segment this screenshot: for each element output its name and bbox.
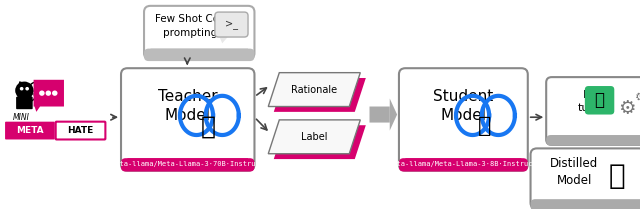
Polygon shape (274, 125, 366, 159)
FancyBboxPatch shape (399, 68, 528, 171)
Text: META: META (16, 126, 44, 135)
Polygon shape (268, 120, 360, 154)
Text: 👻: 👻 (595, 91, 605, 109)
Text: Rationale: Rationale (291, 85, 337, 95)
Text: 🦙: 🦙 (201, 114, 216, 138)
Circle shape (20, 87, 24, 90)
Polygon shape (274, 78, 366, 112)
FancyBboxPatch shape (546, 77, 640, 145)
Text: Few Shot CoT
prompting: Few Shot CoT prompting (156, 14, 225, 38)
FancyBboxPatch shape (531, 199, 640, 209)
Polygon shape (390, 98, 397, 131)
Text: Label: Label (301, 132, 328, 142)
Text: meta-llama/Meta-Llama-3·70B·Instruct: meta-llama/Meta-Llama-3·70B·Instruct (111, 161, 264, 167)
FancyBboxPatch shape (16, 97, 33, 109)
FancyBboxPatch shape (56, 122, 106, 139)
Circle shape (15, 82, 33, 99)
Text: 🧪: 🧪 (609, 162, 625, 190)
FancyBboxPatch shape (369, 107, 390, 122)
Text: Student
Model: Student Model (433, 89, 493, 123)
FancyBboxPatch shape (144, 6, 255, 59)
Text: Teacher
Model: Teacher Model (158, 89, 218, 123)
FancyBboxPatch shape (552, 135, 640, 145)
Text: MINI: MINI (13, 113, 30, 122)
Text: 🦙: 🦙 (478, 116, 492, 136)
Polygon shape (33, 80, 64, 112)
FancyBboxPatch shape (531, 148, 640, 209)
Polygon shape (268, 73, 360, 107)
FancyBboxPatch shape (215, 12, 248, 37)
FancyBboxPatch shape (405, 158, 522, 171)
FancyBboxPatch shape (127, 158, 248, 171)
Text: >_: >_ (225, 20, 238, 29)
Circle shape (45, 90, 51, 96)
Circle shape (52, 90, 58, 96)
FancyBboxPatch shape (537, 199, 639, 209)
Text: ⚙: ⚙ (618, 99, 636, 118)
FancyBboxPatch shape (121, 158, 255, 172)
FancyBboxPatch shape (585, 86, 614, 115)
FancyBboxPatch shape (5, 122, 55, 139)
FancyBboxPatch shape (121, 68, 255, 171)
Text: Fine-
tuning: Fine- tuning (578, 90, 614, 113)
Polygon shape (220, 37, 228, 43)
FancyBboxPatch shape (399, 158, 528, 172)
Circle shape (39, 90, 45, 96)
FancyBboxPatch shape (546, 135, 640, 146)
Text: ⚙: ⚙ (636, 91, 640, 104)
FancyBboxPatch shape (144, 49, 255, 61)
Circle shape (26, 87, 29, 90)
Text: meta-llama/Meta-Llama-3·8B·Instruct: meta-llama/Meta-Llama-3·8B·Instruct (389, 161, 538, 167)
Text: Distilled
Model: Distilled Model (550, 157, 598, 187)
Text: 🐱: 🐱 (15, 84, 39, 106)
Text: HATE: HATE (67, 126, 93, 135)
FancyBboxPatch shape (150, 49, 248, 59)
